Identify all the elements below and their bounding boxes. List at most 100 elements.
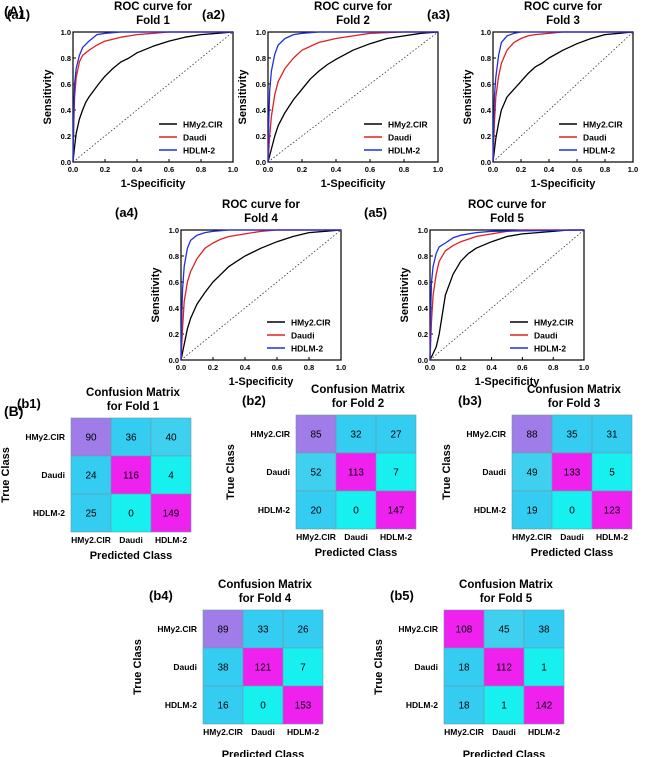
chart-title: for Fold 1 [107, 401, 160, 413]
legend-label: Daudi [583, 133, 607, 143]
matrix-value: 18 [458, 663, 470, 674]
chart-title: Confusion Matrix [459, 579, 554, 591]
matrix-value: 153 [295, 701, 312, 712]
y-tick-label: 1.0 [418, 226, 428, 235]
matrix-cell [150, 493, 192, 533]
matrix-value: 1 [541, 663, 547, 674]
matrix-cell [282, 609, 324, 649]
roc-line-hdlm-2 [492, 31, 633, 163]
matrix-cell [591, 452, 633, 492]
matrix-cell [551, 452, 593, 492]
matrix-value: 123 [604, 506, 621, 517]
y-axis-label: True Class [373, 639, 385, 695]
row-label: Daudi [482, 467, 506, 477]
roc-line-hdlm-2 [267, 31, 438, 163]
matrix-cell [523, 647, 565, 687]
legend-label: HMy2.CIR [291, 318, 331, 328]
x-axis-label: 1-Specificity [475, 376, 541, 388]
x-tick-label: 0.6 [517, 363, 527, 372]
column-label: Daudi [492, 727, 516, 737]
matrix-cell [335, 414, 377, 454]
column-label: HDLM-2 [380, 532, 412, 542]
legend-label: HMy2.CIR [183, 120, 223, 130]
matrix-value: 149 [163, 509, 180, 520]
y-axis-label: True Class [0, 447, 12, 503]
matrix-value: 1 [501, 701, 507, 712]
matrix-value: 0 [128, 509, 134, 520]
row-label: HMy2.CIR [25, 432, 65, 442]
matrix-value: 121 [255, 663, 272, 674]
panel-label: (a4) [115, 205, 138, 220]
matrix-value: 7 [393, 468, 399, 479]
panel-label: (b2) [242, 393, 266, 408]
matrix-cell [242, 609, 284, 649]
matrix-cell [150, 417, 192, 457]
confusion-matrix-panel: (b4) Confusion Matrix for Fold 4 89 33 26 38 12… [132, 579, 324, 757]
chart-title: Confusion Matrix [86, 387, 181, 399]
x-tick-label: 0.2 [516, 165, 526, 174]
chart-title: ROC curve for [524, 1, 602, 13]
legend-label: HDLM-2 [534, 344, 566, 354]
matrix-value: 0 [260, 701, 266, 712]
matrix-value: 40 [165, 433, 177, 444]
y-tick-label: 0.4 [169, 304, 180, 313]
roc-panel: (a4) ROC curve for Fold 4 0.00.0 0.2 0.2 0.4 0.… [115, 199, 346, 388]
row-label: HMy2.CIR [466, 429, 506, 439]
y-axis-label: Sensitivity [237, 69, 249, 125]
x-axis-label: Predicted Class [531, 547, 614, 559]
y-tick-label: 0.4 [418, 304, 429, 313]
y-tick-label: 0.0 [61, 158, 71, 167]
roc-panel: (a5) ROC curve for Fold 5 0.00.0 0.2 0.2 0.4 0.… [364, 199, 589, 388]
matrix-value: 32 [350, 430, 362, 441]
legend-label: HDLM-2 [388, 146, 420, 156]
y-tick-label: 0.4 [481, 106, 492, 115]
matrix-cell [70, 493, 112, 533]
matrix-cell [375, 490, 417, 530]
chart-title: Fold 5 [490, 213, 524, 225]
matrix-cell [295, 490, 337, 530]
x-tick-label: 0.4 [544, 165, 555, 174]
y-axis-label: Sensitivity [399, 267, 411, 323]
x-tick-label: 1.0 [628, 165, 638, 174]
column-label: HMy2.CIR [512, 532, 552, 542]
column-label: Daudi [560, 532, 584, 542]
roc-line-daudi [267, 31, 438, 163]
roc-panel: (a3) ROC curve for Fold 3 0.00.0 0.2 0.2 0.4 0.… [427, 1, 638, 190]
panel-label: (b3) [458, 393, 482, 408]
chart-title: Fold 4 [244, 213, 278, 225]
x-tick-label: 0.8 [196, 165, 206, 174]
matrix-cell [551, 490, 593, 530]
chart-title: for Fold 2 [332, 398, 384, 410]
x-tick-label: 1.0 [433, 165, 443, 174]
matrix-cell [523, 685, 565, 725]
matrix-value: 133 [564, 468, 581, 479]
legend-label: Daudi [388, 133, 412, 143]
roc-line-hmy2-cir [267, 31, 439, 163]
reference-diagonal [72, 31, 234, 163]
y-tick-label: 0.2 [256, 132, 266, 141]
y-tick-label: 0.6 [256, 80, 266, 89]
matrix-value: 16 [217, 701, 229, 712]
matrix-value: 49 [526, 468, 538, 479]
x-tick-label: 0.6 [365, 165, 375, 174]
row-label: HMy2.CIR [250, 429, 290, 439]
matrix-value: 20 [310, 506, 322, 517]
x-axis-label: 1-Specificity [229, 376, 295, 388]
legend-label: HDLM-2 [183, 146, 215, 156]
matrix-value: 38 [217, 663, 229, 674]
matrix-value: 25 [85, 509, 97, 520]
x-axis-label: Predicted Class [463, 749, 546, 757]
chart-title: for Fold 5 [480, 593, 533, 605]
x-axis-label: Predicted Class [315, 547, 398, 559]
matrix-cell [295, 452, 337, 492]
matrix-value: 85 [310, 430, 322, 441]
chart-title: for Fold 3 [548, 398, 600, 410]
matrix-value: 4 [168, 471, 174, 482]
roc-line-hmy2-cir [72, 31, 234, 163]
y-tick-label: 0.6 [61, 80, 71, 89]
panel-label: (a2) [202, 7, 225, 22]
roc-line-daudi [180, 229, 341, 361]
x-tick-label: 0.0 [263, 165, 273, 174]
row-label: Daudi [41, 470, 65, 480]
